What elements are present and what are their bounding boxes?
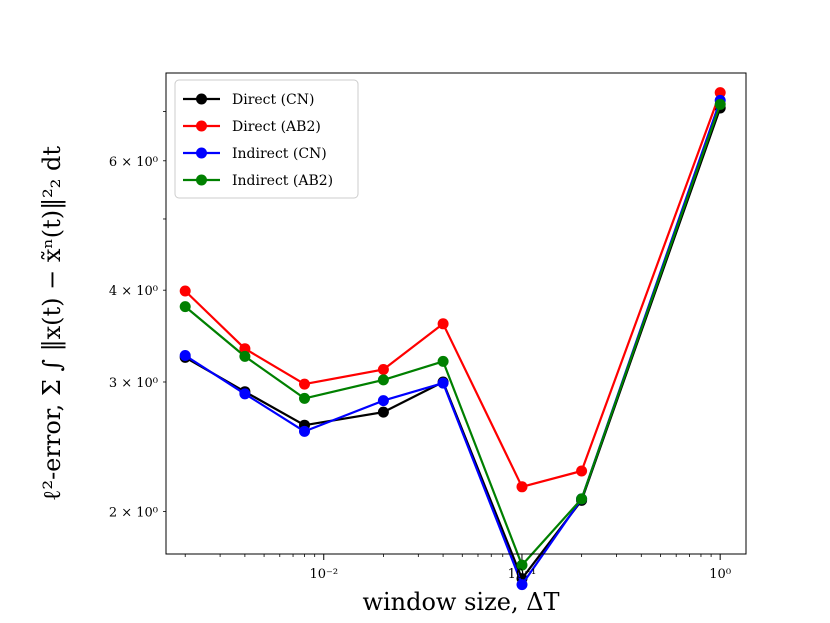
data-point-indirect-cn	[239, 388, 251, 400]
plot-area	[179, 87, 726, 591]
legend-marker	[196, 174, 207, 186]
data-point-indirect-ab2	[576, 493, 588, 505]
axes-frame	[165, 72, 747, 555]
legend-label: Indirect (AB2)	[232, 173, 333, 189]
data-point-direct-ab2	[714, 87, 726, 99]
data-point-direct-ab2	[239, 343, 251, 355]
legend-marker	[196, 120, 207, 132]
data-point-direct-ab2	[516, 481, 528, 493]
x-axis-label: window size, ΔT	[362, 588, 559, 616]
legend: Direct (CN) Direct (AB2) Indirect (CN) Indi…	[174, 79, 359, 199]
data-point-direct-ab2	[179, 285, 191, 297]
x-tick-label: 10⁻²	[309, 567, 338, 582]
legend-box	[174, 79, 359, 199]
y-axis-label: ℓ²-error, Σ ∫ ‖x(t) − x̃ⁿ(t)‖²₂ dt	[38, 146, 67, 501]
data-point-indirect-cn	[179, 350, 191, 361]
data-point-indirect-ab2	[239, 350, 251, 362]
data-point-direct-ab2	[299, 378, 310, 390]
data-point-direct-cn	[377, 406, 389, 418]
legend-marker	[196, 93, 207, 105]
series-line-indirect-cn	[184, 100, 722, 586]
x-tick-label: 10⁰	[709, 567, 731, 582]
data-point-indirect-cn	[299, 425, 310, 437]
axes: 10⁻² 10⁻¹ 10⁰ 2 × 10⁰ 3 × 10⁰ 4 × 10⁰ 6 × 10⁰ w…	[38, 72, 747, 616]
legend-marker	[196, 147, 207, 159]
data-point-direct-ab2	[576, 465, 588, 477]
data-point-direct-ab2	[437, 318, 449, 330]
data-point-direct-ab2	[377, 364, 389, 375]
y-tick-label: 4 × 10⁰	[109, 284, 158, 299]
legend-label: Indirect (CN)	[232, 146, 327, 162]
data-point-indirect-ab2	[299, 392, 310, 404]
legend-label: Direct (CN)	[232, 92, 314, 108]
data-point-indirect-ab2	[437, 355, 449, 367]
data-point-indirect-ab2	[516, 559, 528, 571]
data-point-indirect-ab2	[714, 98, 726, 110]
x-tick-label: 10⁻¹	[508, 567, 537, 582]
legend-label: Direct (AB2)	[232, 119, 321, 135]
data-point-indirect-ab2	[179, 301, 191, 313]
data-point-indirect-cn	[377, 395, 389, 407]
series-line-indirect-ab2	[184, 104, 722, 567]
y-tick-label: 3 × 10⁰	[109, 376, 158, 391]
y-tick-label: 6 × 10⁰	[109, 155, 158, 170]
data-point-indirect-cn	[437, 377, 449, 389]
series-line-direct-ab2	[184, 92, 722, 488]
data-point-indirect-cn	[516, 579, 528, 591]
data-point-indirect-ab2	[377, 374, 389, 386]
y-tick-label: 2 × 10⁰	[109, 505, 158, 520]
